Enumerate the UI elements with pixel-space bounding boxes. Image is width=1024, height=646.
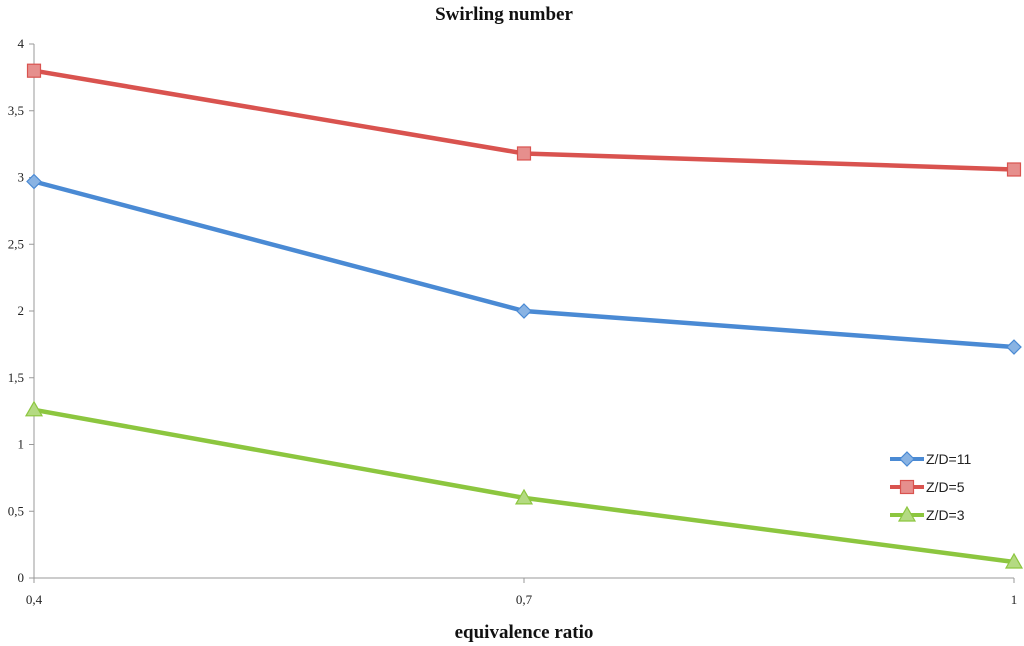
legend-item: Z/D=5	[890, 479, 965, 495]
y-tick-label: 4	[18, 36, 25, 51]
series-line	[31, 407, 1017, 565]
x-axis-ticks: 0,4 0,7 1	[26, 578, 1017, 607]
y-tick-label: 1,5	[8, 370, 24, 385]
x-tick-label: 0,4	[26, 592, 43, 607]
legend-item: Z/D=3	[890, 505, 965, 523]
data-point	[1006, 162, 1022, 177]
series-layer	[24, 63, 1024, 569]
legend-item: Z/D=11	[890, 451, 971, 467]
data-point	[1004, 552, 1024, 569]
data-point	[514, 488, 534, 505]
data-point	[24, 400, 44, 417]
y-tick-label: 0	[18, 570, 25, 585]
legend: Z/D=11 Z/D=5 Z/D=3	[890, 451, 971, 523]
x-tick-label: 0,7	[516, 592, 533, 607]
data-point	[26, 173, 42, 190]
series-triangle	[24, 400, 1024, 569]
y-axis-ticks: 0 0,5 1 1,5 2 2,5 3 3,5 4	[8, 36, 34, 585]
x-axis-label: equivalence ratio	[455, 622, 594, 643]
y-tick-label: 2	[18, 303, 25, 318]
x-tick-label: 1	[1011, 592, 1018, 607]
data-point	[1006, 339, 1022, 355]
data-point	[516, 146, 532, 161]
y-tick-label: 2,5	[8, 236, 24, 251]
series-line	[31, 179, 1017, 350]
legend-label: Z/D=11	[926, 451, 971, 467]
legend-marker	[899, 451, 915, 467]
data-point	[26, 63, 42, 78]
y-tick-label: 3	[18, 170, 25, 185]
y-tick-label: 1	[18, 437, 25, 452]
legend-marker	[899, 479, 915, 495]
chart-title: Swirling number	[435, 4, 573, 25]
data-point	[516, 303, 532, 319]
legend-label: Z/D=5	[926, 479, 965, 495]
legend-label: Z/D=3	[926, 507, 965, 523]
series-diamond	[26, 173, 1022, 355]
y-tick-label: 3,5	[8, 103, 24, 118]
series-square	[26, 63, 1022, 177]
legend-marker	[897, 505, 917, 522]
y-tick-label: 0,5	[8, 503, 24, 518]
